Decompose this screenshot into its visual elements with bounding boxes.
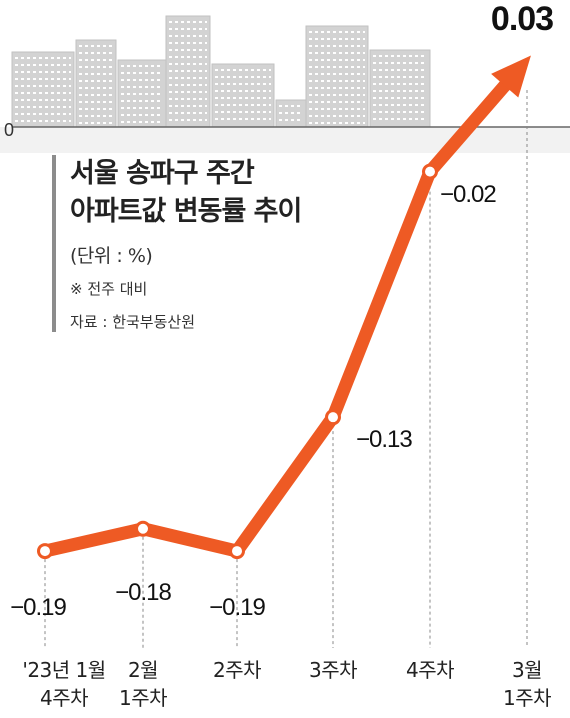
- building-5: [211, 63, 275, 128]
- building-3: [117, 59, 167, 128]
- x-tick-label-4-1: 3주차: [309, 658, 357, 682]
- x-tick-label-1-1: '23년 1월: [22, 658, 105, 682]
- data-point-3: [229, 543, 245, 560]
- value-label-4: −0.13: [356, 426, 412, 453]
- data-point-2: [135, 520, 151, 537]
- building-1: [11, 51, 75, 128]
- building-8: [369, 49, 431, 128]
- x-tick-label-6-2: 1주차: [503, 686, 551, 710]
- unit-label: (단위 : %): [70, 245, 153, 267]
- x-tick-label-2-1: 2월: [128, 658, 158, 682]
- legend-box: 서울 송파구 주간 아파트값 변동률 추이 (단위 : %) ※ 전주 대비 자…: [52, 155, 302, 332]
- skyline-decoration: [11, 15, 431, 128]
- building-4: [165, 15, 211, 128]
- note-label: ※ 전주 대비: [70, 280, 148, 298]
- value-label-2: −0.18: [115, 579, 171, 606]
- value-label-5: −0.02: [440, 181, 496, 208]
- building-6: [275, 99, 307, 128]
- x-tick-label-2-2: 1주차: [119, 686, 167, 710]
- building-7: [305, 25, 369, 128]
- x-tick-label-3-1: 2주차: [213, 658, 261, 682]
- baseline-shade: [0, 127, 570, 153]
- series-line: [38, 79, 512, 558]
- building-2: [75, 39, 117, 128]
- value-label-1: −0.19: [10, 594, 66, 621]
- x-tick-label-1-2: 4주차: [40, 686, 88, 710]
- x-tick-label-5-1: 4주차: [406, 658, 454, 682]
- series-arrow-head: [491, 55, 531, 98]
- source-label: 자료 : 한국부동산원: [70, 313, 195, 331]
- value-label-6: 0.03: [491, 0, 553, 38]
- data-point-1: [37, 543, 53, 560]
- data-point-5: [422, 163, 438, 180]
- data-point-4: [325, 409, 341, 426]
- x-tick-label-6-1: 3월: [512, 658, 542, 682]
- value-label-3: −0.19: [209, 594, 265, 621]
- zero-label: 0: [4, 120, 14, 140]
- chart-title-line-2: 아파트값 변동률 추이: [70, 196, 302, 227]
- chart-title-line-1: 서울 송파구 주간: [70, 158, 255, 189]
